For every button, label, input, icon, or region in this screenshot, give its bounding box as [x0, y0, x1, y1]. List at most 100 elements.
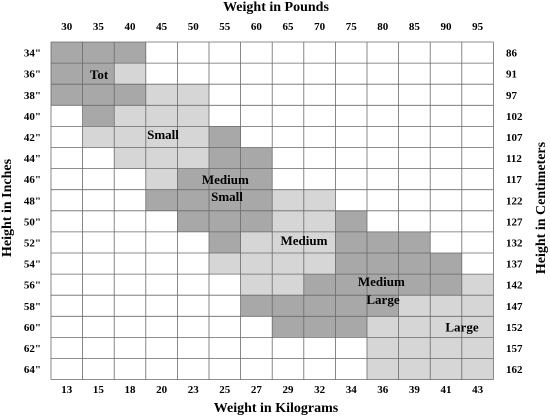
kilograms-tick-label: 13	[61, 384, 73, 396]
pounds-tick-label: 55	[219, 21, 231, 33]
grid-cell	[51, 358, 83, 380]
grid-cell	[367, 189, 399, 211]
grid-cell	[114, 126, 146, 148]
centimeters-tick-label: 97	[506, 90, 518, 102]
grid-cell	[51, 168, 83, 190]
grid-cell	[209, 358, 241, 380]
centimeters-tick-label: 142	[506, 280, 523, 292]
grid-cell	[398, 105, 431, 127]
grid-cell	[303, 189, 336, 211]
grid-cell	[51, 126, 83, 148]
weight-kilograms-title: Weight in Kilograms	[214, 401, 339, 416]
grid-cell	[430, 84, 462, 106]
grid-cell	[177, 189, 209, 211]
zone-label-medium-small-line2: Small	[211, 189, 243, 204]
grid-cell	[51, 147, 83, 169]
grid-cell	[177, 210, 209, 232]
grid-cell	[272, 63, 304, 85]
grid-cell	[114, 316, 146, 338]
grid-cell	[51, 295, 83, 317]
height-centimeters-title: Height in Centimeters	[534, 141, 549, 274]
zone-label-tot: Tot	[90, 67, 109, 82]
grid-cell	[398, 84, 431, 106]
grid-cell	[367, 126, 399, 148]
grid-cell	[335, 147, 367, 169]
grid-cell	[303, 295, 336, 317]
grid-cell	[51, 253, 83, 275]
grid-cell	[303, 168, 336, 190]
grid-cell	[145, 42, 178, 64]
grid-cell	[461, 210, 494, 232]
grid-cell	[398, 253, 431, 275]
grid-cell	[303, 358, 336, 380]
grid-cell	[367, 168, 399, 190]
grid-cell	[82, 42, 115, 64]
pounds-tick-label: 95	[472, 21, 484, 33]
grid-cell	[398, 126, 431, 148]
grid-cell	[461, 316, 494, 338]
grid-cell	[461, 168, 494, 190]
grid-cell	[51, 316, 83, 338]
grid-cell	[145, 126, 178, 148]
grid-cell	[367, 337, 399, 359]
grid-cell	[303, 147, 336, 169]
centimeters-tick-label: 117	[506, 174, 522, 186]
grid-cell	[114, 337, 146, 359]
grid-cell	[240, 295, 273, 317]
grid-cell	[430, 189, 462, 211]
grid-cell	[430, 105, 462, 127]
grid-cell	[209, 126, 241, 148]
kilograms-tick-label: 29	[283, 384, 295, 396]
grid-cell	[367, 295, 399, 317]
grid-cell	[367, 42, 399, 64]
inches-tick-label: 58"	[24, 301, 41, 313]
grid-cell	[51, 337, 83, 359]
grid-cell	[51, 231, 83, 253]
grid-cell	[145, 189, 178, 211]
inches-tick-label: 50"	[24, 216, 41, 228]
grid-cell	[272, 231, 304, 253]
grid-cell	[398, 316, 431, 338]
weight-pounds-title: Weight in Pounds	[223, 0, 329, 15]
kilograms-tick-label: 23	[188, 384, 200, 396]
grid-cell	[461, 42, 494, 64]
grid-cell	[303, 63, 336, 85]
grid-cell	[240, 63, 273, 85]
grid-cell	[240, 84, 273, 106]
centimeters-tick-label: 102	[506, 111, 523, 123]
grid-cell	[272, 189, 304, 211]
grid-cell	[82, 337, 115, 359]
pounds-tick-label: 80	[377, 21, 389, 33]
grid-cell	[303, 253, 336, 275]
grid-cell	[82, 126, 115, 148]
grid-cell	[240, 168, 273, 190]
grid-cell	[461, 253, 494, 275]
grid-cell	[398, 210, 431, 232]
grid-cell	[145, 84, 178, 106]
grid-cell	[430, 126, 462, 148]
grid-cell	[209, 189, 241, 211]
zone-label-medium: Medium	[281, 233, 328, 248]
inches-tick-label: 36"	[24, 69, 41, 81]
grid-cell	[240, 231, 273, 253]
grid-cell	[114, 295, 146, 317]
kilograms-tick-label: 32	[314, 384, 326, 396]
grid-cell	[461, 274, 494, 296]
grid-cell	[209, 253, 241, 275]
centimeters-tick-label: 137	[506, 259, 523, 271]
grid-cell	[461, 84, 494, 106]
grid-cell	[303, 274, 336, 296]
pounds-tick-label: 45	[156, 21, 168, 33]
grid-cell	[398, 231, 431, 253]
grid-cell	[114, 105, 146, 127]
grid-cell	[145, 358, 178, 380]
grid-cell	[461, 147, 494, 169]
kilograms-tick-label: 36	[377, 384, 389, 396]
grid-cell	[398, 63, 431, 85]
grid-lines	[50, 41, 494, 381]
centimeters-tick-label: 86	[506, 48, 518, 60]
grid-cell	[398, 168, 431, 190]
grid-cell	[303, 337, 336, 359]
grid-cell	[272, 168, 304, 190]
inches-tick-label: 48"	[24, 195, 41, 207]
